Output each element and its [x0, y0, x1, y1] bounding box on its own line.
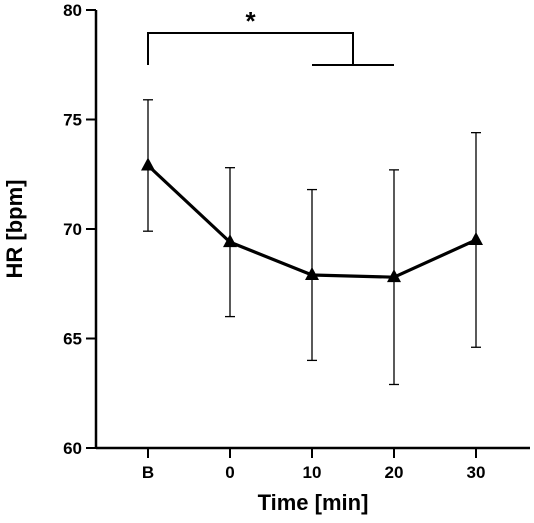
significance-star: * [245, 6, 256, 36]
axes [94, 10, 530, 450]
data-point-20 [387, 269, 401, 283]
error-bars [143, 99, 481, 386]
y-tick-label-65: 65 [63, 330, 82, 349]
y-tick-label-80: 80 [63, 1, 82, 20]
data-point-10 [305, 266, 319, 280]
y-tick-label-60: 60 [63, 439, 82, 458]
y-tick-label-70: 70 [63, 220, 82, 239]
x-axis-title: Time [min] [258, 490, 369, 515]
data-point-30 [469, 231, 483, 245]
x-tick-label-30: 30 [467, 463, 486, 482]
significance-annotation: * [147, 6, 394, 66]
x-tick-label-B: B [142, 463, 154, 482]
x-tick-label-10: 10 [303, 463, 322, 482]
bracket-main [147, 32, 354, 65]
y-ticks: 60 65 70 75 80 [63, 1, 96, 458]
x-ticks: B 0 10 20 30 [142, 448, 486, 482]
data-point-0 [223, 234, 237, 248]
series-line [141, 157, 483, 283]
x-tick-label-0: 0 [225, 463, 234, 482]
y-axis-title: HR [bpm] [2, 180, 27, 279]
x-tick-label-20: 20 [385, 463, 404, 482]
y-tick-label-75: 75 [63, 111, 82, 130]
data-point-B [141, 157, 155, 171]
